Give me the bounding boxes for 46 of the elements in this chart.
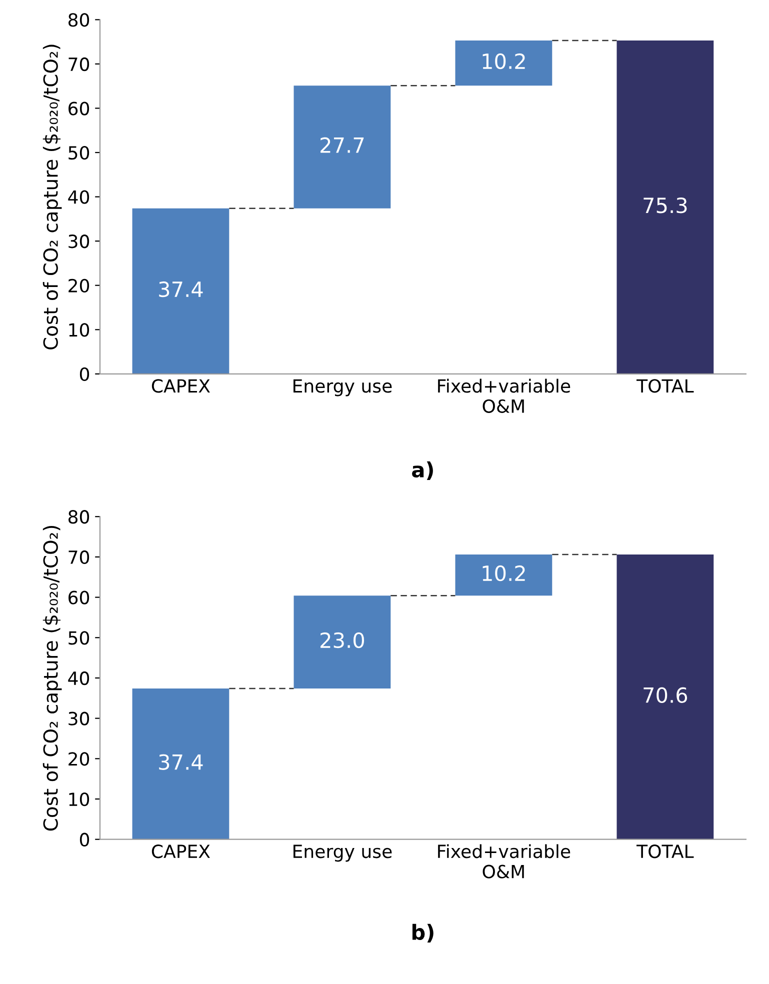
- y-tick-label: 20: [68, 278, 90, 292]
- bar: [616, 554, 714, 840]
- bar: [455, 40, 552, 86]
- x-tick-label: TOTAL: [636, 379, 694, 393]
- y-axis-title: Cost of CO₂ capture ($₂₀₂₀/tCO₂): [42, 526, 62, 831]
- y-tick-label: 30: [68, 712, 90, 726]
- y-tick-label: 50: [68, 631, 90, 645]
- x-tick-label: Energy use: [294, 844, 392, 862]
- y-tick-label: 30: [68, 234, 90, 248]
- bar: [132, 208, 230, 374]
- y-tick-label: 70: [68, 550, 90, 564]
- text: a): [412, 461, 433, 480]
- x-tick-label: Energy use: [294, 379, 392, 396]
- y-tick-label: 0: [80, 367, 90, 382]
- x-tick-label: Fixed+variable O&M: [438, 844, 570, 878]
- y-tick-label: 10: [69, 792, 90, 806]
- y-tick-label: 20: [68, 752, 90, 766]
- data-label: 37.4: [159, 754, 203, 770]
- y-tick-label: 40: [68, 671, 90, 686]
- y-tick-label: 60: [68, 590, 90, 604]
- y-tick-label: 60: [68, 102, 90, 116]
- text: b): [412, 924, 434, 942]
- bar: [455, 554, 552, 596]
- data-label: 27.7: [320, 137, 364, 153]
- data-label: 10.2: [482, 53, 525, 70]
- y-axis-title: Cost of CO₂ capture ($₂₀₂₀/tCO₂): [42, 44, 62, 350]
- x-tick-label: TOTAL: [636, 844, 694, 858]
- y-tick-label: 80: [68, 13, 90, 27]
- y-tick-label: 50: [68, 146, 90, 160]
- bar: [616, 40, 714, 374]
- data-label: 37.4: [159, 281, 203, 298]
- bar: [294, 86, 391, 208]
- y-tick-label: 40: [68, 190, 90, 204]
- x-tick-label: CAPEX: [152, 379, 210, 393]
- data-label: 70.6: [644, 687, 688, 703]
- x-tick-label: CAPEX: [152, 844, 210, 858]
- y-tick-label: 10: [69, 323, 90, 337]
- bar: [294, 596, 391, 688]
- y-tick-label: 0: [80, 832, 90, 846]
- y-tick-label: 80: [68, 510, 90, 524]
- data-label: 23.0: [320, 632, 364, 648]
- x-tick-label: Fixed+variable O&M: [438, 378, 570, 413]
- y-tick-label: 70: [68, 57, 90, 72]
- bar: [132, 688, 230, 840]
- data-label: 10.2: [482, 565, 525, 582]
- data-label: 75.3: [644, 197, 687, 214]
